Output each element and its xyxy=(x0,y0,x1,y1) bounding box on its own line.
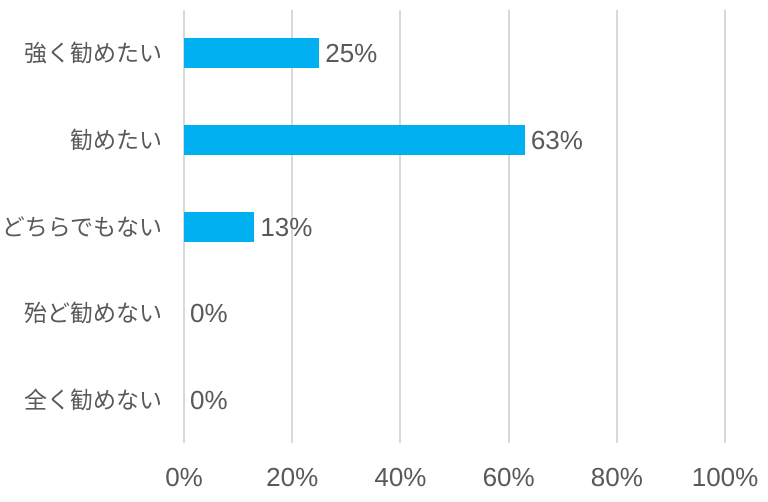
x-axis-tick-label: 80% xyxy=(590,462,643,492)
value-label: 13% xyxy=(260,211,313,242)
value-label: 25% xyxy=(325,38,378,69)
x-axis-tick-label: 60% xyxy=(482,462,535,492)
gridline-60 xyxy=(507,10,510,443)
x-axis-tick-label: 40% xyxy=(374,462,427,492)
value-label: 0% xyxy=(190,384,228,415)
category-label: どちらでもない xyxy=(1,213,162,240)
bar xyxy=(184,38,320,69)
gridline-100 xyxy=(724,10,726,443)
bar xyxy=(184,211,255,242)
category-label: 殆ど勧めない xyxy=(24,299,162,326)
value-label: 0% xyxy=(190,298,228,329)
category-label: 勧めたい xyxy=(70,126,162,153)
category-label: 強く勧めたい xyxy=(24,40,162,67)
value-label: 63% xyxy=(530,124,583,155)
category-label: 全く勧めない xyxy=(24,386,162,413)
gridline-40 xyxy=(399,10,402,443)
gridline-80 xyxy=(615,10,618,443)
x-axis-tick-label: 20% xyxy=(266,462,319,492)
gridline-20 xyxy=(291,10,294,443)
x-axis-tick-label: 0% xyxy=(165,462,203,492)
bar xyxy=(184,124,525,155)
x-axis-tick-label: 100% xyxy=(691,462,759,492)
